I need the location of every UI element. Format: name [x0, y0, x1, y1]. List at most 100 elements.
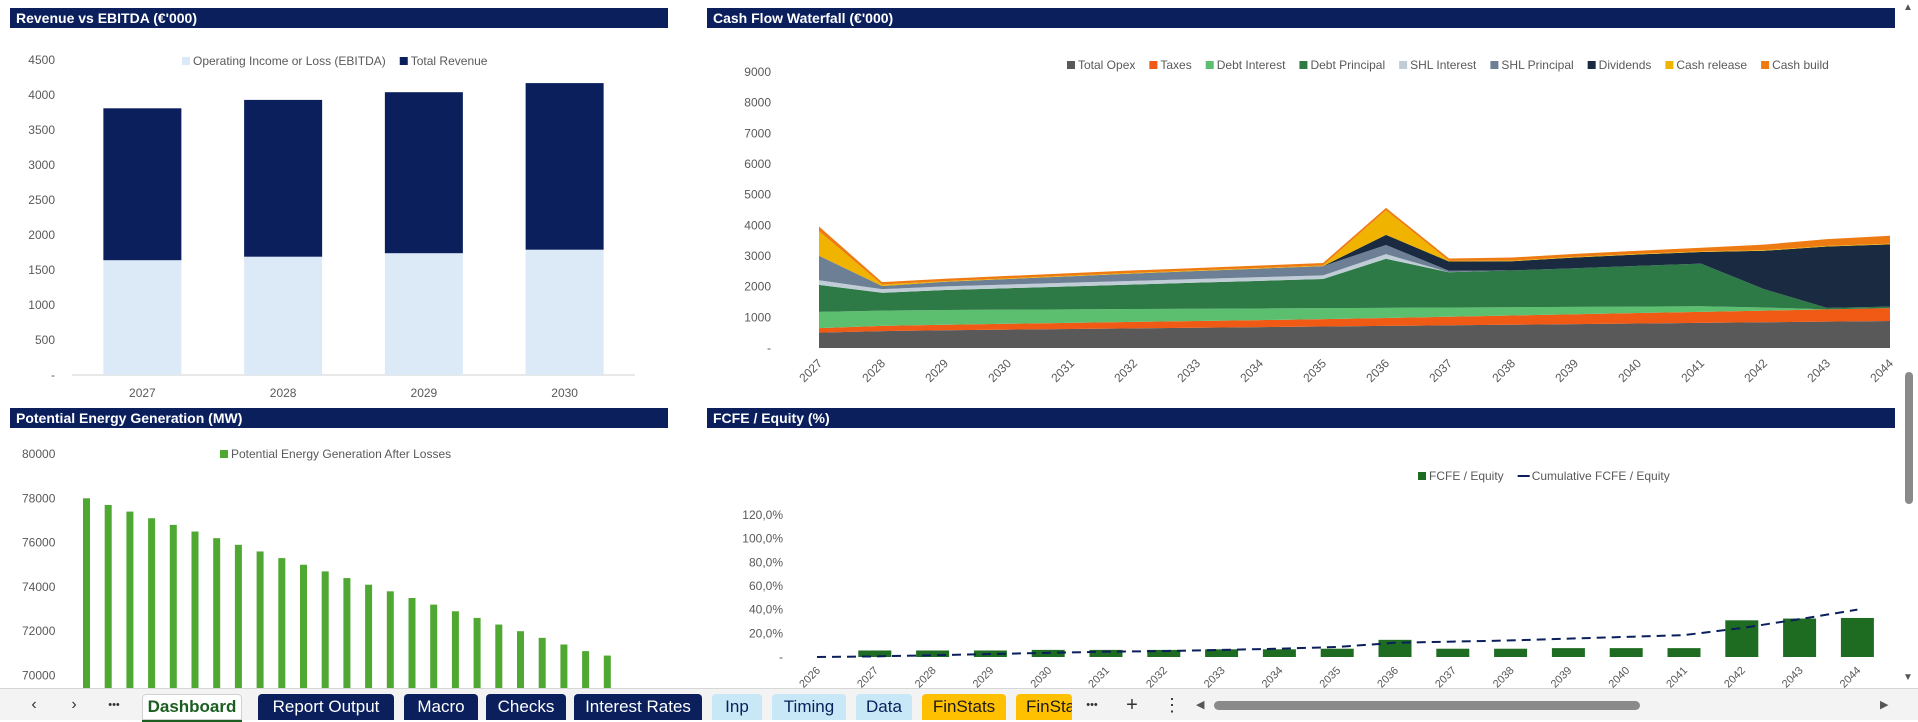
tab-report-output[interactable]: Report Output: [258, 694, 394, 720]
revenue-bar: [384, 92, 463, 254]
y-tick-label: 100,0%: [742, 532, 783, 546]
x-tick-label: 2034: [1237, 356, 1266, 385]
x-tick-label: 2026: [797, 665, 823, 688]
y-tick-label: 7000: [744, 126, 771, 140]
y-tick-label: 1000: [28, 298, 55, 312]
energy-chart-title: Potential Energy Generation (MW): [10, 408, 668, 428]
legend-label: SHL Interest: [1410, 58, 1477, 72]
tab-finstats-2[interactable]: FinSta: [1016, 694, 1072, 720]
y-tick-label: 76000: [22, 536, 56, 550]
tab-finstats[interactable]: FinStats: [922, 694, 1006, 720]
x-tick-label: 2040: [1607, 665, 1633, 688]
fcfe-bar: [916, 650, 950, 657]
y-tick-label: 2000: [744, 280, 771, 294]
tab-scroll-left-button[interactable]: ‹: [31, 696, 37, 713]
fcfe-bar: [1551, 648, 1585, 657]
ebitda-bar: [525, 249, 604, 375]
hscroll-left-icon[interactable]: ◀: [1196, 699, 1205, 711]
sheet-tab-bar: ‹ › ••• Dashboard Report Output Macro Ch…: [0, 688, 1918, 722]
tab-more-left-button[interactable]: •••: [108, 699, 120, 711]
sheet-menu-icon[interactable]: ⋮: [1163, 695, 1181, 715]
legend-swatch: [1587, 61, 1596, 69]
legend-label: Potential Energy Generation After Losses: [231, 447, 451, 461]
legend-label: Total Revenue: [411, 54, 488, 68]
revenue-ebitda-chart[interactable]: - 500 1000 1500 2000 2500 3000 3500 4000 4500 2027…: [10, 30, 670, 405]
vertical-scroll-thumb[interactable]: [1905, 372, 1913, 504]
ebitda-bar: [244, 256, 323, 375]
tab-scroll-right-button[interactable]: ›: [71, 696, 77, 713]
energy-bar: [386, 591, 394, 688]
area-taxes: [819, 308, 1890, 333]
energy-bar: [256, 551, 264, 688]
fcfe-bar: [1667, 648, 1701, 657]
fcfe-equity-chart[interactable]: - 20,0% 40,0% 60,0% 80,0% 100,0% 120,0% 2026 202…: [707, 430, 1897, 688]
x-tick-label: 2033: [1174, 356, 1203, 385]
fcfe-bar: [1147, 649, 1181, 657]
revenue-bar: [525, 83, 604, 250]
x-tick-label: 2028: [859, 356, 888, 385]
x-tick-label: 2032: [1111, 356, 1140, 385]
tab-timing[interactable]: Timing: [772, 694, 846, 720]
fcfe-bar: [1205, 649, 1239, 657]
x-tick-label: 2033: [1202, 665, 1228, 688]
energy-bar: [538, 637, 546, 688]
fcfe-bar: [1609, 648, 1643, 657]
legend-label: SHL Principal: [1501, 58, 1573, 72]
area-shl-principal: [819, 244, 1890, 308]
vertical-scrollbar[interactable]: ▲ ▼: [1898, 0, 1918, 688]
scroll-up-icon[interactable]: ▲: [1903, 2, 1913, 13]
y-tick-label: 80000: [22, 447, 56, 461]
y-tick-label: 74000: [22, 580, 56, 594]
legend-label: Operating Income or Loss (EBITDA): [193, 54, 386, 68]
energy-bar: [321, 571, 329, 688]
tab-data[interactable]: Data: [856, 694, 912, 720]
x-tick-label: 2029: [411, 386, 438, 400]
y-tick-label: 1500: [28, 263, 55, 277]
x-tick-label: 2027: [129, 386, 156, 400]
x-tick-label: 2027: [796, 356, 825, 385]
fcfe-bar: [1378, 639, 1412, 657]
x-tick-label: 2034: [1260, 665, 1286, 688]
legend-label: Dividends: [1599, 58, 1652, 72]
legend-label: Debt Interest: [1217, 58, 1286, 72]
tab-dashboard[interactable]: Dashboard: [142, 694, 242, 722]
y-tick-label: 1000: [744, 310, 771, 324]
x-tick-label: 2030: [551, 386, 578, 400]
energy-bar: [234, 544, 242, 688]
tab-interest-rates[interactable]: Interest Rates: [574, 694, 702, 720]
y-tick-label: -: [51, 368, 55, 382]
ebitda-bar: [384, 253, 463, 375]
x-tick-label: 2043: [1780, 665, 1806, 688]
x-tick-label: 2036: [1363, 356, 1392, 385]
y-tick-label: 8000: [744, 96, 771, 110]
add-sheet-button[interactable]: +: [1126, 694, 1138, 716]
legend-label: Taxes: [1160, 58, 1191, 72]
cash-flow-waterfall-chart[interactable]: - 1000 2000 3000 4000 5000 6000 7000 8000 9000 202…: [707, 30, 1897, 405]
tab-checks[interactable]: Checks: [486, 694, 566, 720]
x-tick-label: 2027: [855, 665, 881, 688]
tab-macro[interactable]: Macro: [404, 694, 478, 720]
area-total-opex: [819, 321, 1890, 348]
y-tick-label: 4500: [28, 53, 55, 67]
y-tick-label: 5000: [744, 188, 771, 202]
tab-more-right-button[interactable]: •••: [1086, 699, 1098, 711]
x-tick-label: 2031: [1086, 665, 1112, 688]
energy-bar: [104, 504, 112, 688]
scroll-down-icon[interactable]: ▼: [1903, 672, 1913, 683]
energy-bar: [365, 584, 373, 688]
energy-generation-chart[interactable]: 70000 72000 74000 76000 78000 80000 Potential …: [10, 430, 670, 688]
horizontal-scroll-thumb[interactable]: [1214, 701, 1640, 710]
y-tick-label: 40,0%: [749, 603, 783, 617]
legend-label: Debt Principal: [1310, 58, 1385, 72]
y-tick-label: -: [779, 650, 783, 664]
legend-label: Cash build: [1772, 58, 1829, 72]
hscroll-right-icon[interactable]: ▶: [1880, 699, 1889, 711]
y-tick-label: 2500: [28, 193, 55, 207]
legend-swatch: [182, 57, 190, 65]
fcfe-bar: [1840, 617, 1874, 657]
tab-inp[interactable]: Inp: [712, 694, 762, 720]
x-tick-label: 2030: [985, 356, 1014, 385]
fcfe-bar: [1436, 648, 1470, 657]
legend-label: Total Opex: [1078, 58, 1135, 72]
legend-swatch: [1399, 61, 1408, 69]
